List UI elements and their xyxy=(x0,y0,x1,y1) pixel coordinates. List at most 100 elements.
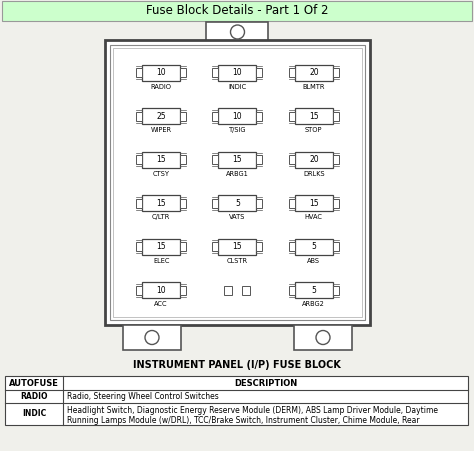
Text: DESCRIPTION: DESCRIPTION xyxy=(234,378,297,387)
Bar xyxy=(289,111,295,120)
Text: ACC: ACC xyxy=(155,301,168,307)
Bar xyxy=(333,242,339,251)
Bar xyxy=(219,239,256,254)
Circle shape xyxy=(230,25,245,39)
Bar xyxy=(333,198,339,207)
Bar xyxy=(212,198,219,207)
Text: 15: 15 xyxy=(233,242,242,251)
Bar xyxy=(225,285,233,295)
Bar xyxy=(105,40,370,325)
Bar xyxy=(333,111,339,120)
Bar xyxy=(212,68,219,77)
Bar xyxy=(180,198,186,207)
Text: ELEC: ELEC xyxy=(153,258,169,263)
Text: ARBG2: ARBG2 xyxy=(302,301,325,307)
Bar xyxy=(295,195,333,211)
Bar xyxy=(256,198,263,207)
Text: Headlight Switch, Diagnostic Energy Reserve Module (DERM), ABS Lamp Driver Modul: Headlight Switch, Diagnostic Energy Rese… xyxy=(67,406,438,425)
Text: Radio, Steering Wheel Control Switches: Radio, Steering Wheel Control Switches xyxy=(67,392,219,401)
Text: ARBG1: ARBG1 xyxy=(226,170,249,176)
Bar xyxy=(243,285,250,295)
Bar xyxy=(212,155,219,164)
Bar xyxy=(333,155,339,164)
Text: 25: 25 xyxy=(156,111,166,120)
Text: INDIC: INDIC xyxy=(22,410,46,419)
Text: VATS: VATS xyxy=(229,214,246,220)
Bar xyxy=(136,155,142,164)
Bar xyxy=(142,195,180,211)
Bar xyxy=(136,242,142,251)
Text: CTSY: CTSY xyxy=(153,170,170,176)
Text: DRLKS: DRLKS xyxy=(303,170,325,176)
Bar xyxy=(136,111,142,120)
Bar xyxy=(256,242,263,251)
Bar xyxy=(256,111,263,120)
Bar xyxy=(219,152,256,167)
Text: 15: 15 xyxy=(156,242,166,251)
Bar xyxy=(295,152,333,167)
Bar xyxy=(333,68,339,77)
Bar xyxy=(123,325,181,350)
Bar xyxy=(142,152,180,167)
Bar xyxy=(110,45,365,320)
Bar xyxy=(5,376,468,425)
Bar xyxy=(219,108,256,124)
Bar xyxy=(207,22,268,42)
Bar xyxy=(180,242,186,251)
Text: 5: 5 xyxy=(235,198,240,207)
Text: CLSTR: CLSTR xyxy=(227,258,248,263)
Bar xyxy=(180,285,186,295)
Text: 15: 15 xyxy=(156,198,166,207)
Bar xyxy=(289,155,295,164)
Text: T/SIG: T/SIG xyxy=(229,127,246,133)
Bar xyxy=(219,64,256,81)
Text: 20: 20 xyxy=(309,68,319,77)
Circle shape xyxy=(316,331,330,345)
Bar xyxy=(295,108,333,124)
Bar xyxy=(136,68,142,77)
Text: STOP: STOP xyxy=(305,127,323,133)
Bar xyxy=(142,108,180,124)
Bar xyxy=(142,239,180,254)
Bar xyxy=(219,195,256,211)
Bar xyxy=(256,68,263,77)
Text: 10: 10 xyxy=(156,285,166,295)
Circle shape xyxy=(145,331,159,345)
Bar xyxy=(289,68,295,77)
Text: 15: 15 xyxy=(309,111,319,120)
Bar xyxy=(136,285,142,295)
Bar xyxy=(180,68,186,77)
Bar xyxy=(333,285,339,295)
Bar xyxy=(289,285,295,295)
Text: 15: 15 xyxy=(309,198,319,207)
Text: INSTRUMENT PANEL (I/P) FUSE BLOCK: INSTRUMENT PANEL (I/P) FUSE BLOCK xyxy=(133,360,341,370)
Bar xyxy=(295,282,333,298)
Text: 5: 5 xyxy=(311,242,316,251)
Bar xyxy=(2,1,472,21)
Text: 10: 10 xyxy=(156,68,166,77)
Bar xyxy=(289,198,295,207)
Text: 10: 10 xyxy=(233,111,242,120)
Text: 10: 10 xyxy=(233,68,242,77)
Bar xyxy=(289,242,295,251)
Text: 15: 15 xyxy=(156,155,166,164)
Text: ABS: ABS xyxy=(307,258,320,263)
Text: WIPER: WIPER xyxy=(151,127,172,133)
Bar xyxy=(136,198,142,207)
Bar xyxy=(295,64,333,81)
Bar xyxy=(142,282,180,298)
Text: 20: 20 xyxy=(309,155,319,164)
Text: 15: 15 xyxy=(233,155,242,164)
Bar xyxy=(295,239,333,254)
Text: AUTOFUSE: AUTOFUSE xyxy=(9,378,59,387)
Text: RADIO: RADIO xyxy=(151,83,172,90)
Bar xyxy=(212,242,219,251)
Bar xyxy=(294,325,352,350)
Bar xyxy=(142,64,180,81)
Text: BLMTR: BLMTR xyxy=(302,83,325,90)
Text: RADIO: RADIO xyxy=(20,392,48,401)
Text: HVAC: HVAC xyxy=(305,214,323,220)
Text: C/LTR: C/LTR xyxy=(152,214,170,220)
Bar xyxy=(256,155,263,164)
Bar xyxy=(180,155,186,164)
